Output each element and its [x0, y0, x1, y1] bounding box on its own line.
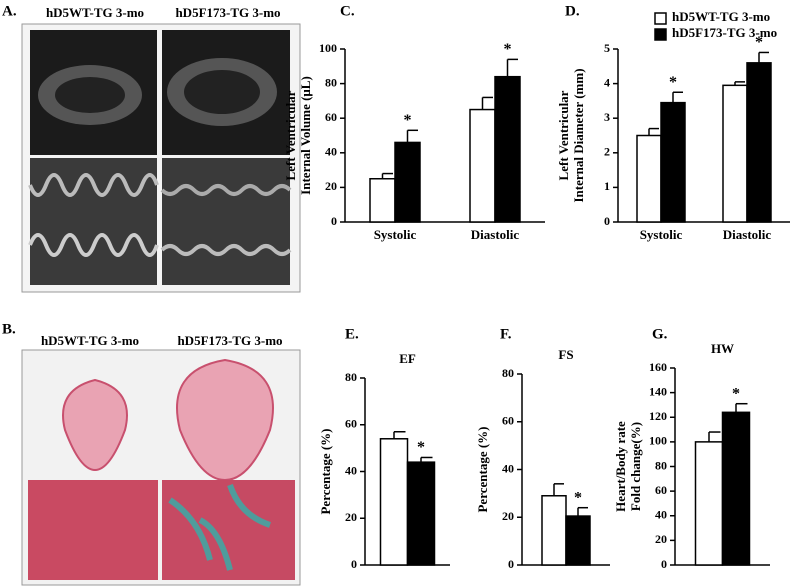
- y-tick-label: 40: [655, 508, 667, 522]
- bar: [722, 84, 748, 223]
- bar: [721, 411, 751, 566]
- echo-image: [184, 70, 260, 114]
- heart-section: [62, 378, 128, 472]
- y-tick-label: 60: [325, 110, 337, 124]
- bar: [379, 438, 409, 566]
- y-tick-label: 0: [351, 557, 357, 571]
- y-tick-label: 0: [331, 214, 337, 228]
- y-tick-label: 120: [649, 409, 667, 423]
- panel-label: F.: [500, 326, 512, 342]
- y-tick-label: 100: [649, 434, 667, 448]
- y-tick-label: 0: [661, 557, 667, 571]
- chart-title: HW: [711, 341, 734, 356]
- y-tick-label: 4: [604, 75, 610, 89]
- legend-label: hD5F173-TG 3-mo: [672, 25, 777, 40]
- significance: *: [417, 439, 425, 456]
- bar: [636, 134, 662, 223]
- mmode-image: [30, 158, 157, 285]
- panel-label: D.: [565, 3, 580, 19]
- legend-swatch: [654, 12, 667, 25]
- y-tick-label: 20: [502, 509, 514, 523]
- y-tick-label: 60: [345, 417, 357, 431]
- mmode-image: [162, 158, 290, 285]
- y-axis-label: Internal Diameter (mm): [571, 68, 586, 202]
- bar: [469, 108, 496, 223]
- y-axis-label: Fold change(%): [628, 422, 643, 511]
- legend-label: hD5WT-TG 3-mo: [672, 9, 770, 24]
- y-axis-label: Percentage (%): [318, 428, 333, 514]
- y-tick-label: 40: [345, 463, 357, 477]
- panel-label: G.: [652, 326, 668, 342]
- panel-label: E.: [345, 326, 359, 342]
- y-tick-label: 1: [604, 179, 610, 193]
- bar: [541, 495, 567, 566]
- chart-title: FS: [558, 347, 573, 362]
- y-tick-label: 160: [649, 360, 667, 374]
- y-tick-label: 2: [604, 145, 610, 159]
- x-tick-label: Systolic: [640, 227, 683, 242]
- x-tick-label: Diastolic: [471, 227, 520, 242]
- caption: hD5WT-TG 3-mo: [46, 5, 144, 20]
- y-tick-label: 5: [604, 41, 610, 55]
- bar: [746, 62, 772, 223]
- bar: [660, 101, 686, 223]
- bar: [394, 141, 421, 223]
- bar: [369, 178, 396, 223]
- y-tick-label: 20: [345, 510, 357, 524]
- y-tick-label: 80: [325, 75, 337, 89]
- y-tick-label: 80: [502, 366, 514, 380]
- y-axis-label: Heart/Body rate: [613, 421, 628, 512]
- significance: *: [732, 385, 740, 402]
- y-tick-label: 0: [604, 214, 610, 228]
- panel-label: A.: [2, 3, 17, 19]
- y-axis-label: Internal Volume (μL): [298, 76, 313, 195]
- mmode-image: [28, 233, 159, 257]
- fibrosis: [168, 483, 272, 571]
- chart-title: EF: [399, 351, 416, 366]
- y-axis-label: Percentage (%): [475, 426, 490, 512]
- panel-label: B.: [2, 321, 16, 337]
- y-tick-label: 100: [319, 41, 337, 55]
- caption: hD5F173-TG 3-mo: [175, 5, 280, 20]
- mmode-image: [160, 244, 292, 256]
- y-tick-label: 20: [655, 532, 667, 546]
- mmode-image: [28, 173, 159, 197]
- echo-image: [55, 77, 125, 113]
- significance: *: [574, 489, 582, 506]
- y-tick-label: 3: [604, 110, 610, 124]
- significance: *: [504, 41, 512, 58]
- histology-image: [28, 480, 158, 580]
- caption: hD5F173-TG 3-mo: [177, 333, 282, 348]
- bar: [694, 441, 724, 566]
- significance: *: [755, 34, 763, 51]
- y-tick-label: 40: [502, 461, 514, 475]
- mmode-image: [160, 184, 292, 196]
- y-tick-label: 60: [502, 414, 514, 428]
- y-axis-label: Left Ventricular: [283, 90, 298, 180]
- bar: [565, 515, 591, 566]
- y-tick-label: 60: [655, 483, 667, 497]
- bar: [406, 461, 436, 566]
- caption: hD5WT-TG 3-mo: [41, 333, 139, 348]
- x-tick-label: Systolic: [374, 227, 417, 242]
- y-tick-label: 40: [325, 145, 337, 159]
- y-tick-label: 0: [508, 557, 514, 571]
- significance: *: [669, 74, 677, 91]
- y-tick-label: 20: [325, 179, 337, 193]
- y-tick-label: 80: [345, 370, 357, 384]
- y-tick-label: 80: [655, 458, 667, 472]
- bar: [494, 75, 521, 223]
- x-tick-label: Diastolic: [723, 227, 772, 242]
- significance: *: [404, 112, 412, 129]
- y-axis-label: Left Ventricular: [556, 90, 571, 180]
- legend-swatch: [654, 28, 667, 41]
- y-tick-label: 140: [649, 384, 667, 398]
- panel-label: C.: [340, 3, 355, 19]
